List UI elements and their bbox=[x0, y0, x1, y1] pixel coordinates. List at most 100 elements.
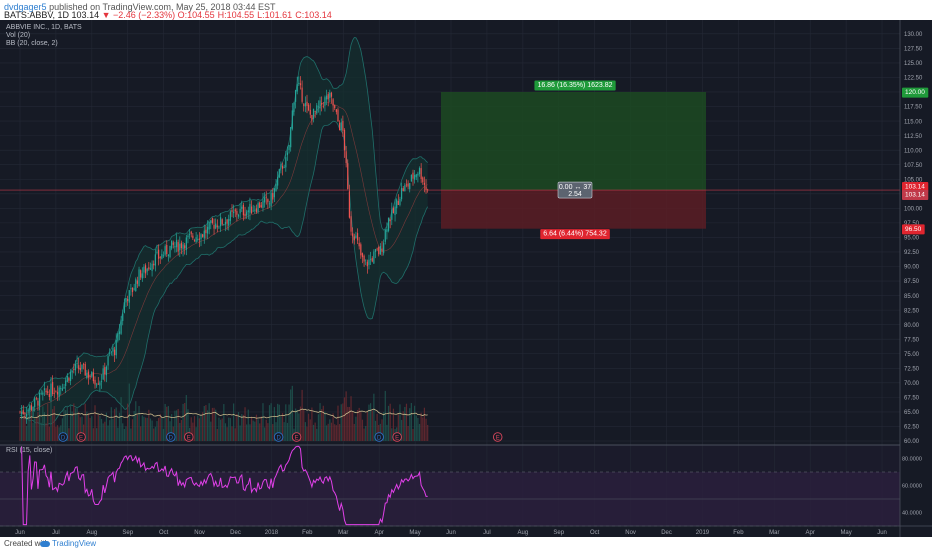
volume-bar bbox=[324, 411, 326, 441]
candle-body bbox=[140, 270, 142, 278]
label-box bbox=[902, 224, 925, 235]
candle-body bbox=[249, 203, 251, 213]
volume-bar bbox=[319, 403, 321, 441]
volume-bar bbox=[272, 424, 274, 441]
volume-bar bbox=[143, 416, 145, 441]
created-with-text: Created with bbox=[4, 539, 49, 548]
stop-text: 6.64 (6.44%) 754.32 bbox=[543, 231, 607, 238]
candle-body bbox=[55, 391, 57, 393]
volume-bar bbox=[91, 416, 93, 441]
candle-body bbox=[123, 302, 125, 313]
price-tick-label: 70.00 bbox=[904, 381, 920, 387]
volume-bar bbox=[255, 414, 258, 441]
candle-body bbox=[195, 237, 197, 243]
publisher-name[interactable]: dvdgager5 bbox=[4, 2, 47, 12]
candle-body bbox=[216, 225, 218, 228]
volume-bar bbox=[399, 404, 401, 441]
earnings-marker-circle bbox=[291, 432, 302, 442]
candle-body bbox=[156, 251, 158, 253]
volume-bar bbox=[422, 417, 424, 441]
candle-body bbox=[259, 202, 261, 208]
candle-body bbox=[78, 365, 80, 370]
candle-body bbox=[246, 211, 248, 216]
candle-body bbox=[210, 220, 212, 224]
volume-bar bbox=[412, 428, 414, 441]
price-chart[interactable]: D E D E D E D E E 130.00 127.50 125.00 122.50 120.00… bbox=[0, 20, 932, 537]
candle-body bbox=[384, 229, 386, 242]
bollinger-lower-line bbox=[19, 120, 429, 426]
candle-body bbox=[167, 254, 169, 256]
time-tick-label: 2019 bbox=[696, 530, 710, 536]
volume-bar bbox=[99, 416, 101, 441]
candle-body bbox=[285, 157, 287, 168]
candle-body bbox=[158, 249, 160, 259]
candle-body bbox=[319, 100, 321, 109]
volume-bar bbox=[84, 403, 86, 441]
candle-body bbox=[332, 99, 334, 106]
candle-body bbox=[66, 375, 68, 382]
candle-body bbox=[21, 411, 23, 415]
candle-body bbox=[86, 372, 88, 378]
volume-bar bbox=[120, 397, 122, 441]
price-tick-label: 112.50 bbox=[904, 134, 923, 140]
volume-bar bbox=[68, 428, 70, 441]
candle-body bbox=[208, 221, 210, 230]
volume-bar bbox=[162, 428, 165, 441]
volume-bar bbox=[35, 417, 37, 441]
volume-bar bbox=[237, 412, 240, 441]
candle-body bbox=[45, 390, 47, 393]
tradingview-logo[interactable]: TradingView bbox=[40, 539, 96, 548]
candle-body bbox=[131, 287, 134, 293]
candle-body bbox=[324, 97, 326, 106]
target-price-label: 120.00 bbox=[905, 89, 925, 96]
volume-bar bbox=[71, 411, 73, 441]
candle-body bbox=[298, 82, 300, 85]
price-tick-label: 117.50 bbox=[904, 105, 923, 111]
candle-body bbox=[321, 102, 323, 105]
candle-body bbox=[389, 219, 391, 222]
candle-body bbox=[383, 242, 385, 254]
volume-bar bbox=[254, 421, 256, 441]
candle-body bbox=[27, 409, 29, 412]
volume-bar bbox=[22, 415, 24, 441]
volume-bar bbox=[123, 428, 125, 441]
earnings-marker-label: E bbox=[295, 435, 299, 441]
candle-body bbox=[63, 387, 65, 389]
candle-body bbox=[58, 387, 60, 397]
volume-bar bbox=[153, 428, 155, 441]
volume-bar bbox=[63, 409, 65, 441]
candle-body bbox=[291, 110, 293, 129]
earnings-marker-circle bbox=[76, 432, 86, 442]
candle-body bbox=[293, 102, 295, 112]
rsi-tick-label: 40.0000 bbox=[902, 511, 922, 517]
volume-bar bbox=[348, 406, 351, 441]
volume-bar bbox=[312, 424, 315, 441]
candle-body bbox=[366, 261, 368, 267]
volume-bar bbox=[353, 423, 355, 441]
volume-bar bbox=[265, 419, 267, 441]
volume-bar bbox=[79, 417, 81, 441]
chart-header: dvdgager5 published on TradingView.com, … bbox=[0, 0, 932, 20]
volume-bar bbox=[128, 383, 130, 441]
volume-bar bbox=[135, 401, 137, 441]
last-price-label: 103.14 bbox=[905, 184, 925, 191]
volume-bar bbox=[45, 423, 47, 441]
candle-body bbox=[73, 368, 75, 370]
candle-body bbox=[226, 219, 228, 224]
candle-body bbox=[87, 371, 90, 378]
candle-body bbox=[275, 183, 277, 191]
volume-bar bbox=[97, 414, 99, 441]
time-tick-label: Mar bbox=[769, 530, 779, 536]
candle-body bbox=[153, 263, 155, 266]
candle-body bbox=[353, 236, 355, 241]
candle-body bbox=[358, 242, 360, 247]
volume-bar bbox=[112, 418, 114, 441]
candle-body bbox=[296, 84, 298, 92]
volume-bar bbox=[330, 422, 333, 441]
volume-bar bbox=[192, 422, 194, 441]
candle-body bbox=[193, 239, 196, 241]
candle-body bbox=[89, 375, 91, 377]
volume-bar bbox=[231, 426, 233, 441]
candle-body bbox=[252, 210, 254, 212]
volume-bar bbox=[218, 417, 220, 441]
